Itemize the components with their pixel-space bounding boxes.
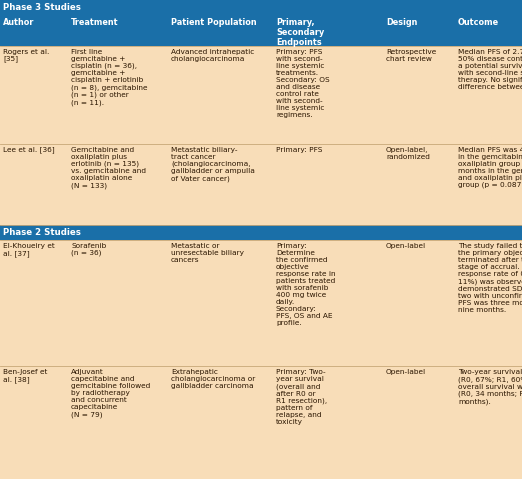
- Text: Primary: Two-
year survival
(overall and
after R0 or
R1 resection),
pattern of
r: Primary: Two- year survival (overall and…: [276, 369, 327, 425]
- Text: Primary: PFS
with second-
line systemic
treatments.
Secondary: OS
and disease
co: Primary: PFS with second- line systemic …: [276, 49, 329, 118]
- Text: Open-label,
randomized: Open-label, randomized: [386, 147, 430, 160]
- Bar: [0, 15, 522, 46]
- Text: Phase 2 Studies: Phase 2 Studies: [3, 228, 81, 237]
- Text: Phase 3 Studies: Phase 3 Studies: [3, 3, 81, 12]
- Bar: [0, 0, 522, 15]
- Text: The study failed to meet
the primary objective was
terminated after the first
st: The study failed to meet the primary obj…: [458, 243, 522, 313]
- Bar: [0, 240, 522, 366]
- Text: Median PFS of 2.7 months,
50% disease control rate, and
a potential survival ben: Median PFS of 2.7 months, 50% disease co…: [458, 49, 522, 90]
- Text: Median PFS was 4.2 months
in the gemcitabine and
oxaliplatin group versus 5.8
mo: Median PFS was 4.2 months in the gemcita…: [458, 147, 522, 188]
- Text: Extrahepatic
cholangiocarcinoma or
gallbladder carcinoma: Extrahepatic cholangiocarcinoma or gallb…: [171, 369, 255, 389]
- Text: Treatment: Treatment: [71, 18, 118, 27]
- Bar: [0, 225, 522, 240]
- Text: Adjuvant
capecitabine and
gemcitabine followed
by radiotherapy
and concurrent
ca: Adjuvant capecitabine and gemcitabine fo…: [71, 369, 150, 418]
- Bar: [0, 366, 522, 479]
- Text: Open-label: Open-label: [386, 243, 426, 249]
- Text: Primary,
Secondary
Endpoints: Primary, Secondary Endpoints: [276, 18, 324, 47]
- Text: Ben-Josef et
al. [38]: Ben-Josef et al. [38]: [3, 369, 48, 383]
- Text: Two-year survival was 65%
(R0, 67%; R1, 60%). Median
overall survival was 35 mon: Two-year survival was 65% (R0, 67%; R1, …: [458, 369, 522, 405]
- Text: Sorafenib
(n = 36): Sorafenib (n = 36): [71, 243, 106, 256]
- Text: Lee et al. [36]: Lee et al. [36]: [3, 147, 55, 153]
- Text: Retrospective
chart review: Retrospective chart review: [386, 49, 436, 62]
- Text: Rogers et al.
[35]: Rogers et al. [35]: [3, 49, 50, 62]
- Text: First line
gemcitabine +
cisplatin (n = 36),
gemcitabine +
cisplatin + erlotinib: First line gemcitabine + cisplatin (n = …: [71, 49, 148, 106]
- Text: Advanced intrahepatic
cholangiocarcinoma: Advanced intrahepatic cholangiocarcinoma: [171, 49, 254, 62]
- Text: Metastatic biliary-
tract cancer
(cholangiocarcinoma,
gallbladder or ampulla
of : Metastatic biliary- tract cancer (cholan…: [171, 147, 255, 182]
- Text: Primary: PFS: Primary: PFS: [276, 147, 323, 153]
- Bar: [0, 46, 522, 144]
- Bar: [0, 144, 522, 225]
- Text: Metastatic or
unresectable biliary
cancers: Metastatic or unresectable biliary cance…: [171, 243, 244, 263]
- Text: Outcome: Outcome: [458, 18, 499, 27]
- Text: Patient Population: Patient Population: [171, 18, 257, 27]
- Text: Primary:
Determine
the confirmed
objective
response rate in
patients treated
wit: Primary: Determine the confirmed objecti…: [276, 243, 336, 326]
- Text: Gemcitabine and
oxaliplatin plus
erlotinib (n = 135)
vs. gemcitabine and
oxalipl: Gemcitabine and oxaliplatin plus erlotin…: [71, 147, 146, 189]
- Text: Design: Design: [386, 18, 418, 27]
- Text: Author: Author: [3, 18, 34, 27]
- Text: Open-label: Open-label: [386, 369, 426, 376]
- Text: El-Khoueiry et
al. [37]: El-Khoueiry et al. [37]: [3, 243, 55, 257]
